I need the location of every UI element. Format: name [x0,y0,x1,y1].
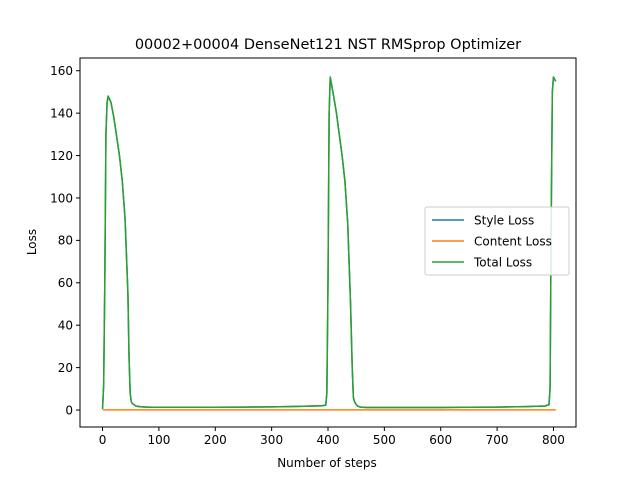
y-tick-label: 80 [58,234,73,248]
legend-label: Style Loss [474,214,534,228]
y-tick-label: 60 [58,276,73,290]
y-tick-label: 120 [50,149,73,163]
y-tick-label: 160 [50,64,73,78]
y-axis-ticks: 0 20 40 60 80 100 120 140 160 [50,64,80,417]
legend-label: Content Loss [474,235,552,249]
x-tick-label: 300 [260,433,283,447]
x-tick-label: 400 [317,433,340,447]
x-axis-label: Number of steps [277,456,377,470]
series-layer [101,76,557,411]
y-tick-label: 100 [50,191,73,205]
y-axis-label: Loss [25,229,39,255]
x-axis-ticks: 0 100 200 300 400 500 600 700 800 [99,427,565,447]
y-tick-label: 40 [58,319,73,333]
x-tick-label: 200 [204,433,227,447]
x-tick-label: 500 [373,433,396,447]
series-line-total-loss [101,76,557,409]
x-tick-label: 700 [486,433,509,447]
legend-label: Total Loss [473,256,532,270]
legend: Style Loss Content Loss Total Loss [424,206,570,276]
y-tick-label: 140 [50,106,73,120]
x-tick-label: 100 [147,433,170,447]
axes-frame [79,57,577,428]
y-tick-label: 20 [58,361,73,375]
x-tick-label: 0 [99,433,107,447]
chart-title: 00002+00004 DenseNet121 NST RMSprop Opti… [135,37,521,53]
plot-area [101,76,557,411]
y-tick-label: 0 [65,403,73,417]
x-tick-label: 800 [542,433,565,447]
x-tick-label: 600 [429,433,452,447]
legend-box [424,206,570,276]
